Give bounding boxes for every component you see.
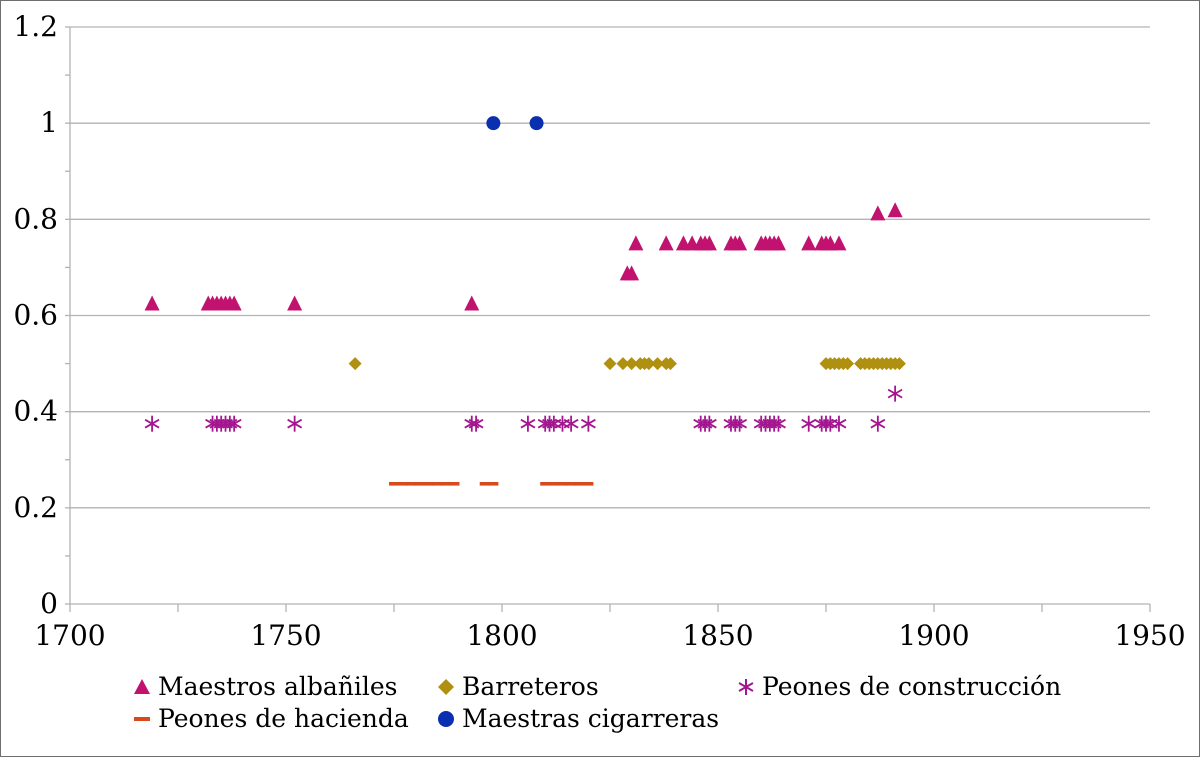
grid-lines (70, 26, 1150, 509)
data-point (144, 295, 160, 311)
x-tick-label: 1950 (1114, 619, 1185, 652)
data-point (468, 415, 484, 432)
y-tick-label: 0.2 (13, 491, 58, 524)
data-point (771, 415, 786, 432)
data-point (423, 481, 434, 486)
data-point (529, 116, 544, 131)
asterisk-stroke (563, 418, 579, 429)
data-point (580, 415, 596, 432)
data-point (464, 295, 480, 311)
data-point (555, 415, 570, 432)
data-marks (144, 116, 906, 486)
asterisk-stroke (870, 418, 886, 429)
y-tick-label: 1.2 (13, 10, 58, 43)
series-peones-de-hacienda (389, 481, 594, 486)
data-point (557, 481, 568, 486)
series-maestras-cigarreras (486, 116, 544, 131)
x-tick-label: 1800 (466, 619, 537, 652)
data-point (624, 265, 640, 281)
data-point (663, 357, 677, 371)
data-point (870, 415, 886, 432)
data-point (348, 357, 362, 371)
data-point (389, 481, 399, 486)
data-point (801, 415, 817, 432)
data-point (432, 481, 443, 486)
axes (65, 26, 1151, 612)
data-point (563, 415, 579, 432)
data-point (414, 481, 425, 486)
data-point (583, 481, 594, 486)
data-point (616, 357, 630, 371)
data-point (144, 415, 160, 432)
data-point (520, 415, 536, 432)
data-point (603, 357, 617, 371)
y-tick-label: 1 (40, 106, 58, 139)
y-tick-label: 0 (40, 587, 58, 620)
data-point (287, 415, 303, 432)
asterisk-stroke (887, 388, 903, 399)
asterisk-stroke (771, 418, 786, 429)
asterisk-stroke (520, 418, 536, 429)
data-point (625, 357, 639, 371)
data-point (397, 481, 408, 486)
data-point (486, 116, 501, 131)
data-point (801, 235, 817, 251)
y-tick-label: 0.8 (13, 202, 58, 235)
y-tick-label: 0.6 (13, 299, 58, 332)
x-tick-label: 1700 (34, 619, 105, 652)
data-point (287, 295, 303, 311)
tick-labels: 0 0.2 0.4 0.6 0.8 1 1.2 1700 1750 1800 1850 1900 195… (13, 10, 1185, 652)
asterisk-stroke (287, 418, 303, 429)
data-point (732, 235, 748, 251)
series-peones-de-construcci-n (144, 385, 903, 432)
asterisk-stroke (831, 418, 847, 429)
asterisk-stroke (801, 418, 817, 429)
data-point (701, 235, 717, 251)
asterisk-stroke (580, 418, 596, 429)
data-point (701, 415, 717, 432)
data-point (887, 385, 903, 402)
asterisk-stroke (226, 418, 242, 429)
asterisk-stroke (468, 418, 484, 429)
asterisk-stroke (732, 418, 748, 429)
asterisk-stroke (144, 418, 160, 429)
asterisk-stroke (701, 418, 717, 429)
data-point (226, 295, 242, 311)
data-point (488, 481, 499, 486)
series-maestros-alba-iles (144, 202, 903, 311)
data-point (226, 415, 242, 432)
x-tick-label: 1750 (250, 619, 321, 652)
data-point (628, 235, 644, 251)
data-point (770, 235, 786, 251)
data-point (870, 205, 886, 221)
data-point (642, 357, 656, 371)
data-point (831, 415, 847, 432)
data-point (566, 481, 577, 486)
data-point (732, 415, 748, 432)
data-point (540, 481, 551, 486)
data-point (574, 481, 585, 486)
data-point (651, 357, 665, 371)
data-point (406, 481, 417, 486)
data-point (548, 481, 559, 486)
data-point (841, 357, 855, 371)
x-tick-label: 1900 (898, 619, 969, 652)
x-tick-label: 1850 (682, 619, 753, 652)
data-point (831, 235, 847, 251)
series-barreteros (348, 357, 906, 371)
data-point (887, 202, 903, 218)
y-tick-label: 0.4 (13, 395, 58, 428)
data-point (449, 481, 460, 486)
data-point (479, 481, 490, 486)
data-point (892, 357, 906, 371)
data-point (658, 235, 674, 251)
data-point (440, 481, 451, 486)
